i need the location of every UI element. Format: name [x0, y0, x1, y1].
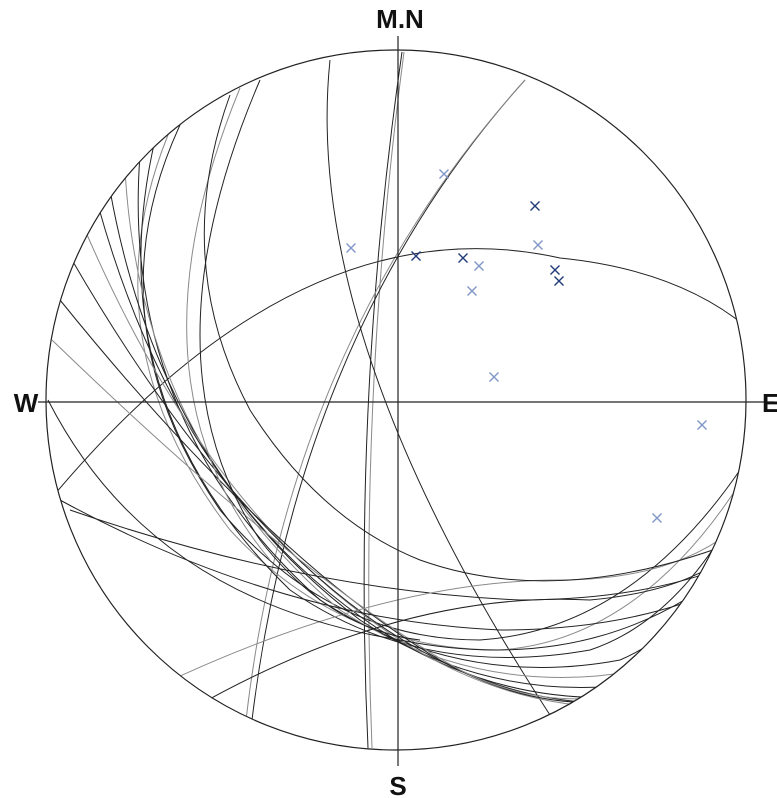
great-circle-arc	[149, 519, 746, 691]
pole-marker	[411, 251, 421, 261]
great-circle-arc	[142, 124, 741, 641]
label-north: M.N	[376, 4, 424, 34]
great-circle-arc	[109, 189, 723, 688]
great-circle-arc	[189, 539, 745, 711]
pole-marker	[533, 240, 543, 250]
pole-marker	[697, 420, 707, 430]
great-circle-arc	[49, 248, 746, 501]
pole-marker	[530, 201, 540, 211]
label-west: W	[14, 388, 39, 418]
great-circle-arc	[51, 339, 739, 700]
great-circle-arc	[363, 51, 403, 749]
pole-marker	[550, 265, 560, 275]
great-circle-arc	[71, 259, 716, 704]
label-south: S	[389, 771, 406, 798]
label-east: E	[762, 388, 777, 418]
great-circle-arc	[124, 169, 729, 678]
pole-marker	[652, 513, 662, 523]
pole-marker	[554, 276, 564, 286]
pole-marker	[346, 243, 356, 253]
great-circle-arc	[59, 499, 741, 631]
great-circle-arc	[186, 87, 271, 561]
primitive-circle	[45, 49, 747, 751]
great-circle-arc	[326, 59, 581, 750]
great-circle-arc	[199, 79, 421, 641]
pole-marker	[467, 286, 477, 296]
pole-marker	[489, 372, 499, 382]
great-circle-arc	[47, 399, 741, 651]
great-circle-arc	[69, 509, 743, 601]
great-circle-arcs	[47, 51, 746, 750]
pole-markers	[346, 169, 707, 523]
great-circle-arc	[251, 79, 526, 721]
great-circle-arc	[59, 299, 731, 704]
great-circle-arc	[140, 139, 743, 658]
great-circle-arc	[84, 229, 701, 708]
pole-marker	[439, 169, 449, 179]
great-circle-arc	[368, 51, 405, 749]
great-circle-arc	[137, 134, 743, 651]
great-circle-arc	[245, 79, 526, 721]
great-circle-arc	[203, 94, 741, 582]
pole-marker	[458, 253, 468, 263]
pole-marker	[474, 261, 484, 271]
